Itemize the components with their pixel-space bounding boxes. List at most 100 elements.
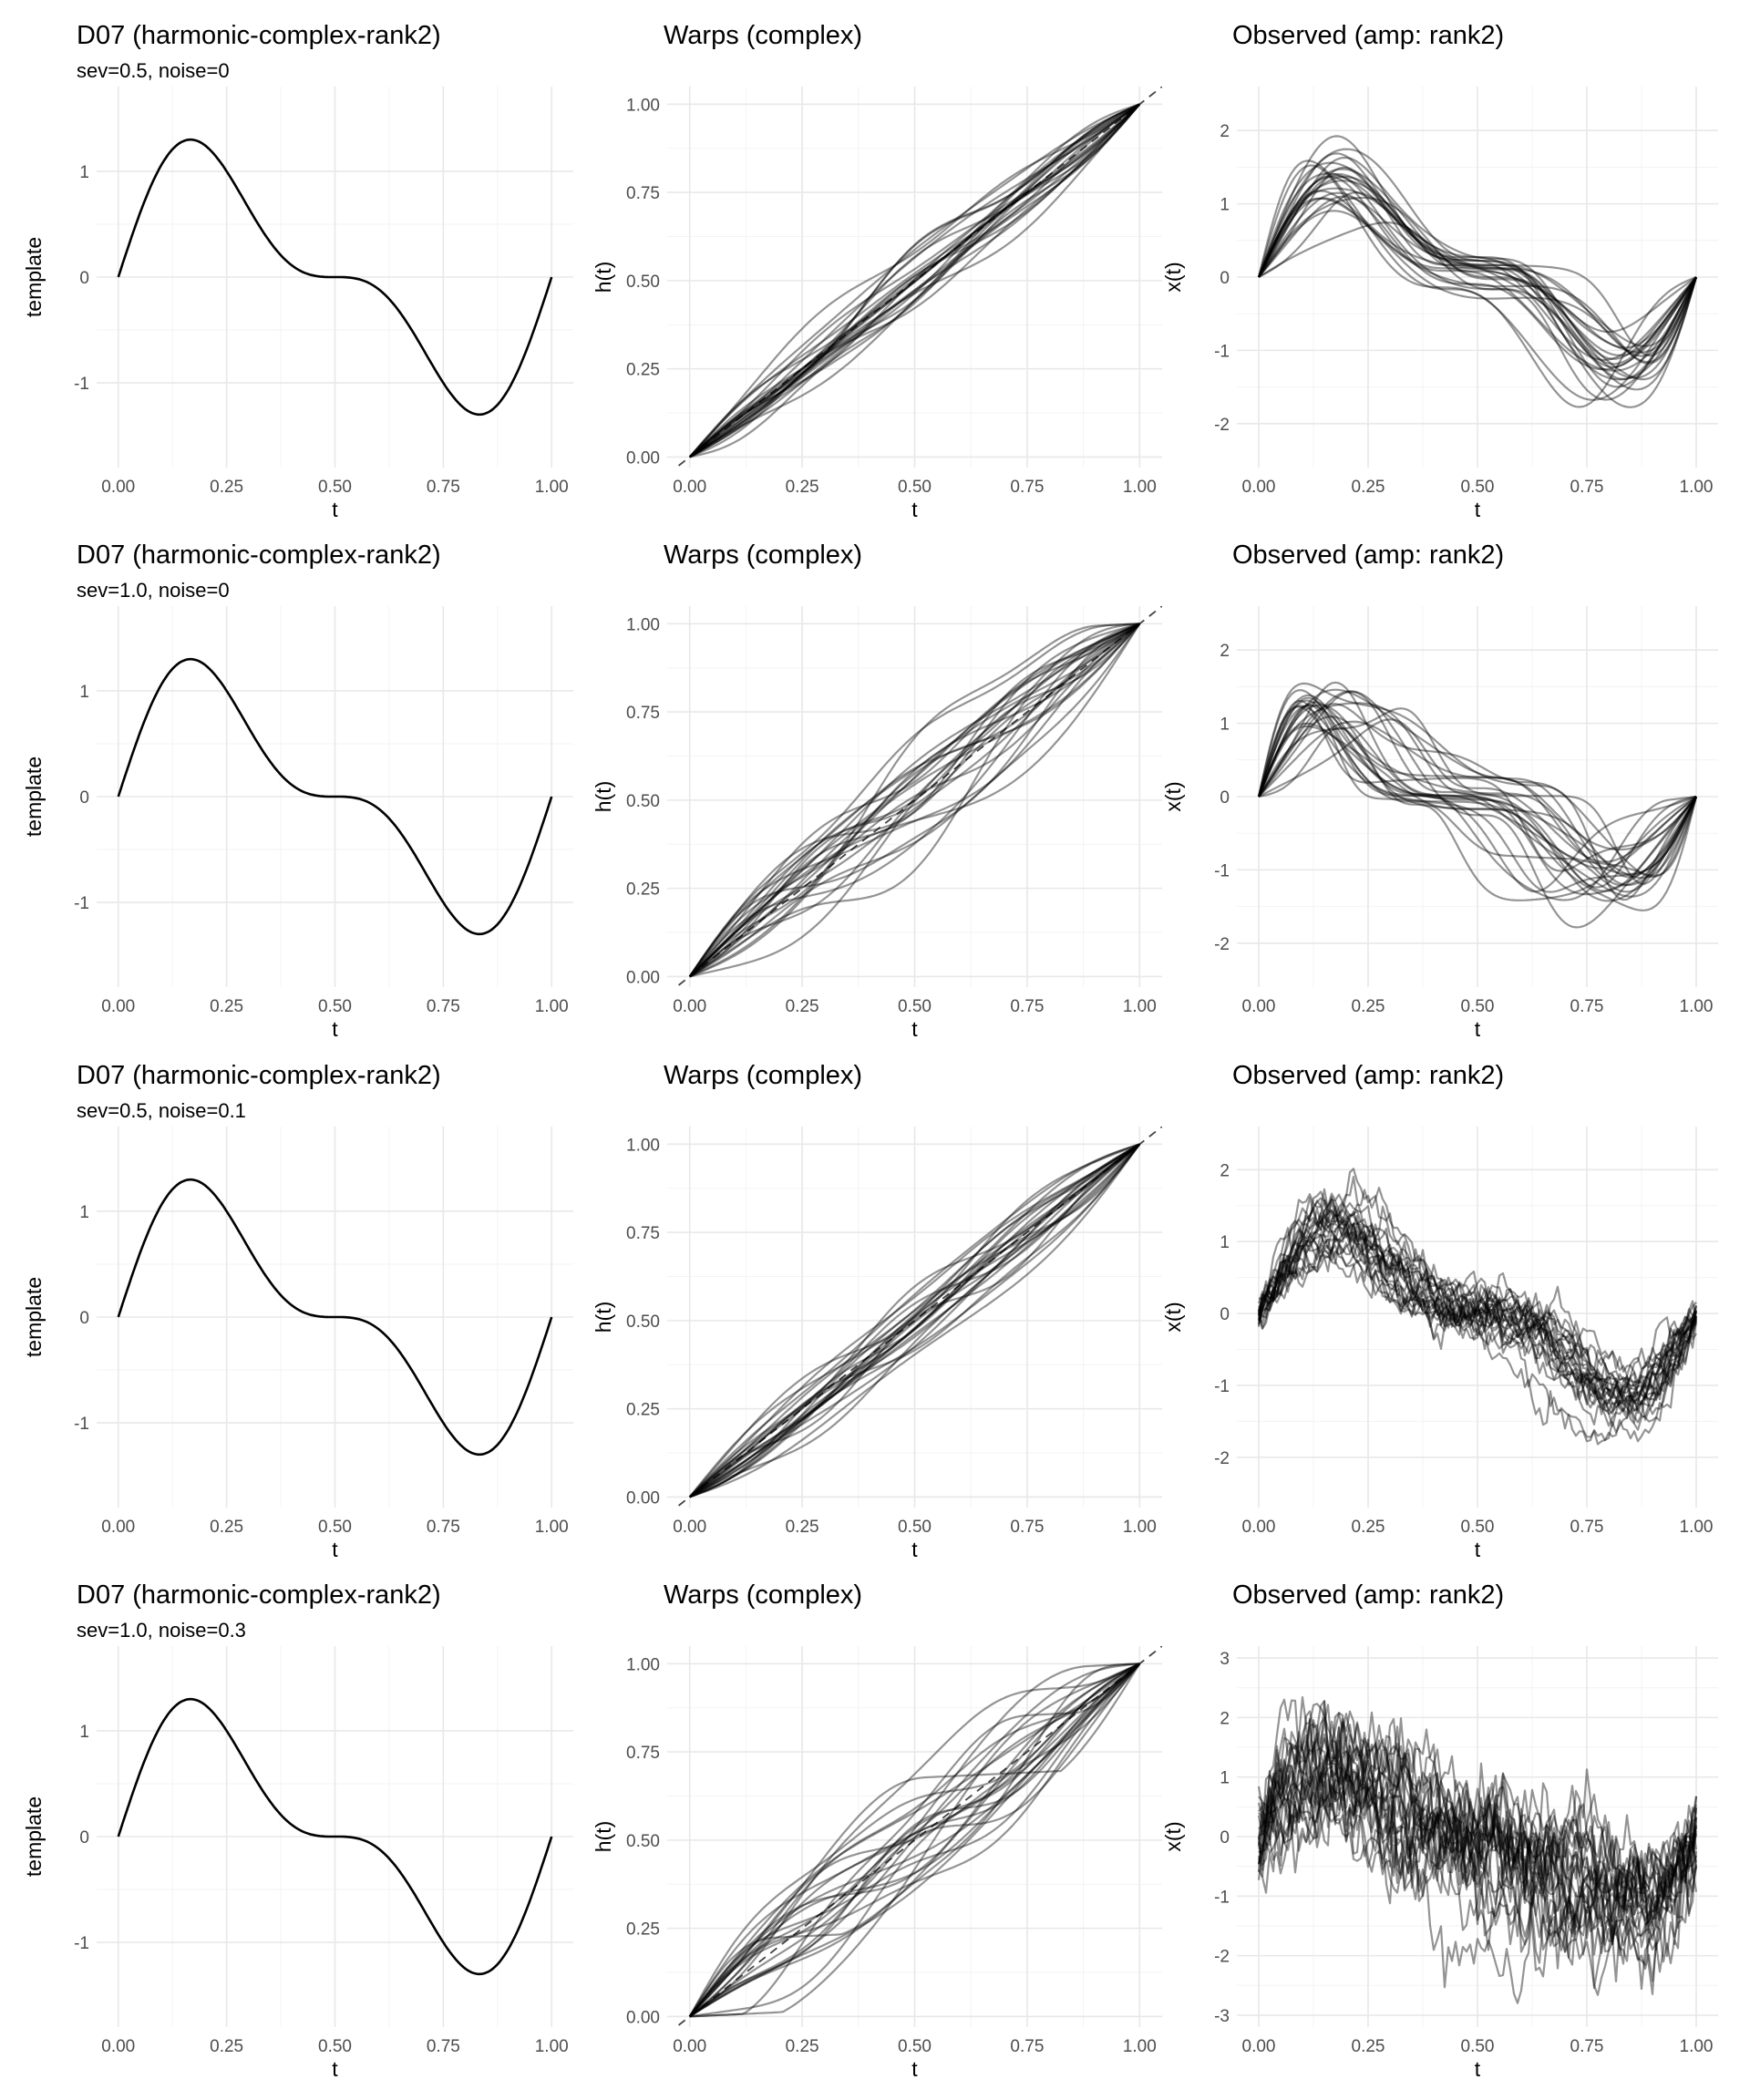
x-axis-label: t bbox=[1475, 498, 1481, 521]
warp-curve-3 bbox=[689, 623, 1140, 978]
gridlines bbox=[1237, 1127, 1718, 1508]
warp-curve-3 bbox=[689, 1662, 1140, 2018]
panel-title: Warps (complex) bbox=[664, 21, 862, 50]
plot-area bbox=[674, 1127, 1162, 1508]
y-tick-label: -2 bbox=[1214, 1948, 1230, 1967]
observed-curve-2 bbox=[1257, 699, 1697, 893]
panel-subtitle: sev=1.0, noise=0.3 bbox=[77, 1619, 246, 1642]
x-tick-label: 0.25 bbox=[210, 2037, 243, 2056]
x-tick-label: 1.00 bbox=[535, 478, 569, 497]
observed-curve-13 bbox=[1257, 702, 1697, 889]
y-tick-label: 1.00 bbox=[626, 96, 660, 115]
panel-title: Observed (amp: rank2) bbox=[1232, 1580, 1504, 1610]
warp-curve-24 bbox=[688, 1662, 1140, 2017]
observed-curve-3 bbox=[1258, 690, 1698, 898]
observed-curve-4 bbox=[1257, 1698, 1697, 1995]
observed-curve-17 bbox=[1258, 1168, 1697, 1415]
observed-curve-10 bbox=[1258, 191, 1697, 371]
warp-curve-8 bbox=[688, 1662, 1141, 2018]
x-tick-label: 0.25 bbox=[1352, 1518, 1385, 1537]
observed-curve-6 bbox=[1257, 1213, 1697, 1404]
observed-curve-24 bbox=[1257, 190, 1698, 357]
y-axis-label: h(t) bbox=[592, 262, 615, 293]
warp-curve-2 bbox=[689, 103, 1141, 458]
observed-curve-8 bbox=[1257, 1727, 1698, 2004]
warp-curve-13 bbox=[689, 1662, 1141, 2018]
y-tick-label: 0.00 bbox=[626, 448, 660, 468]
observed-curve-10 bbox=[1257, 699, 1697, 872]
y-tick-label: -1 bbox=[74, 894, 89, 913]
observed-curve-17 bbox=[1258, 718, 1697, 863]
observed-curve-6 bbox=[1258, 1735, 1698, 1920]
observed-curve-22 bbox=[1258, 703, 1698, 879]
warp-curve-7 bbox=[689, 103, 1140, 458]
warp-curve-19 bbox=[688, 623, 1140, 978]
y-tick-label: 0.50 bbox=[626, 1312, 660, 1332]
panel-r1-warps: 0.00 0.25 0.50 0.75 1.00 0.00 0.25 0.50 0.75 1.00… bbox=[592, 21, 1162, 521]
warp-curve-20 bbox=[688, 623, 1140, 978]
x-tick-label: 0.50 bbox=[318, 2037, 352, 2056]
y-tick-label: 0.75 bbox=[626, 1224, 660, 1243]
y-tick-label: 0 bbox=[79, 269, 89, 288]
warp-curve-22 bbox=[688, 1662, 1141, 2018]
x-tick-label: 0.25 bbox=[210, 997, 243, 1016]
plot-area bbox=[117, 657, 553, 936]
observed-curve-1 bbox=[1258, 1695, 1698, 1965]
warp-curve-8 bbox=[688, 1143, 1140, 1498]
y-tick-label: -2 bbox=[1214, 416, 1230, 435]
plot-area bbox=[117, 138, 553, 417]
x-axis-label: t bbox=[332, 1538, 338, 1561]
y-tick-label: 0.50 bbox=[626, 792, 660, 811]
x-tick-label: 0.00 bbox=[1242, 1518, 1276, 1537]
warp-curve-19 bbox=[688, 103, 1140, 458]
warp-curve-13 bbox=[688, 1143, 1140, 1498]
observed-curve-2 bbox=[1258, 174, 1698, 391]
x-tick-label: 0.50 bbox=[1461, 478, 1495, 497]
warp-curve-18 bbox=[689, 1662, 1141, 2018]
x-tick-label: 0.00 bbox=[673, 1518, 706, 1537]
y-tick-label: 1 bbox=[1220, 715, 1230, 735]
warp-curve-15 bbox=[689, 1662, 1140, 2018]
observed-curve-11 bbox=[1257, 1199, 1697, 1423]
x-tick-label: 0.50 bbox=[318, 478, 352, 497]
x-tick-label: 0.00 bbox=[673, 2037, 706, 2056]
x-tick-label: 1.00 bbox=[1123, 997, 1157, 1016]
observed-curve-16 bbox=[1257, 704, 1697, 887]
y-tick-label: -2 bbox=[1214, 935, 1230, 954]
y-tick-label: 0 bbox=[79, 1309, 89, 1328]
y-tick-label: 0.50 bbox=[626, 273, 660, 292]
observed-curve-20 bbox=[1257, 160, 1697, 408]
x-tick-label: 0.50 bbox=[318, 997, 352, 1016]
observed-curve-18 bbox=[1257, 1205, 1697, 1405]
x-tick-label: 1.00 bbox=[1680, 2037, 1714, 2056]
identity-reference-line bbox=[674, 1127, 1162, 1508]
y-tick-label: -3 bbox=[1214, 2007, 1230, 2026]
warp-curve-12 bbox=[688, 1662, 1140, 2017]
x-axis-label: t bbox=[911, 1538, 918, 1561]
warp-curve-14 bbox=[688, 623, 1140, 978]
warp-curve-23 bbox=[689, 1143, 1140, 1498]
panel-r3-observed: 0.00 0.25 0.50 0.75 1.00 -2 -1 0 1 2 t x(t) Observed… bbox=[1161, 1061, 1718, 1561]
warp-curve-24 bbox=[688, 623, 1140, 978]
y-tick-label: 1 bbox=[79, 1203, 89, 1222]
observed-curve-14 bbox=[1258, 1725, 1698, 1954]
observed-curve-15 bbox=[1257, 1244, 1698, 1401]
warp-curve-21 bbox=[688, 1662, 1141, 2018]
y-tick-label: 1 bbox=[1220, 1769, 1230, 1788]
y-tick-label: 2 bbox=[1220, 122, 1230, 141]
y-axis-label: x(t) bbox=[1161, 781, 1185, 811]
observed-curve-5 bbox=[1257, 1699, 1697, 1959]
template-curve bbox=[117, 138, 553, 417]
warp-curve-22 bbox=[689, 103, 1141, 458]
observed-curve-2 bbox=[1258, 1241, 1698, 1383]
panel-title: Observed (amp: rank2) bbox=[1232, 540, 1504, 570]
observed-curve-2 bbox=[1257, 1704, 1698, 1982]
warp-curve-25 bbox=[688, 1143, 1140, 1498]
observed-curve-9 bbox=[1257, 1710, 1698, 1956]
observed-curve-17 bbox=[1258, 1752, 1698, 1914]
x-tick-label: 0.75 bbox=[1010, 478, 1044, 497]
y-tick-label: 1 bbox=[1220, 1233, 1230, 1252]
observed-curve-18 bbox=[1258, 1712, 1698, 1962]
warp-curve-23 bbox=[688, 103, 1140, 458]
